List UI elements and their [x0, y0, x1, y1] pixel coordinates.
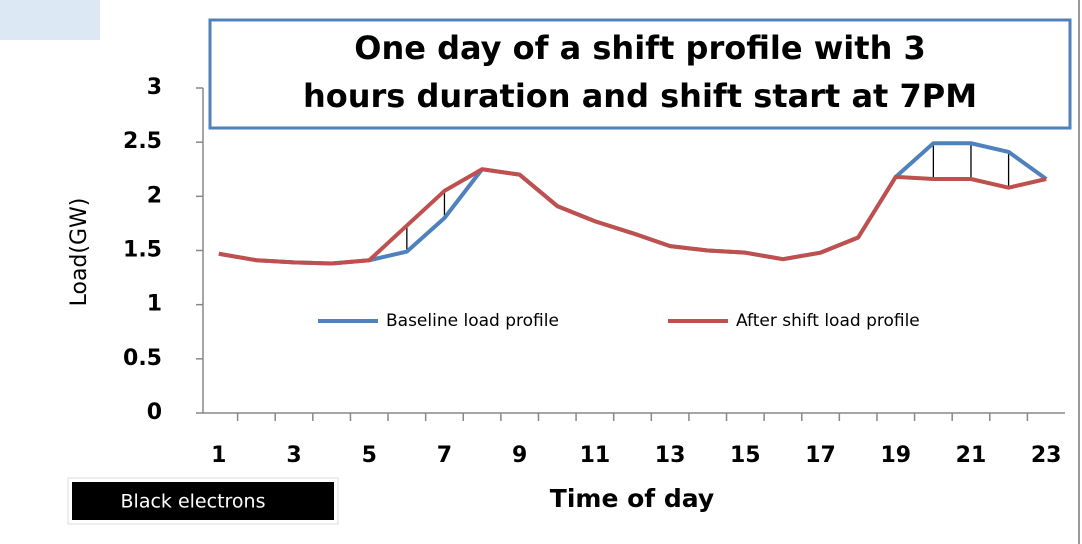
y-tick-label: 3	[147, 75, 162, 100]
x-axis-label: Time of day	[550, 484, 714, 513]
x-tick-label: 21	[956, 443, 987, 468]
watermark-box	[72, 482, 334, 520]
x-tick-label: 11	[580, 443, 611, 468]
y-axis-label: Load(GW)	[67, 198, 92, 307]
legend-label: After shift load profile	[736, 311, 920, 331]
x-tick-label: 7	[437, 443, 452, 468]
x-tick-label: 13	[655, 443, 686, 468]
series-line	[218, 141, 1048, 266]
title-box	[208, 18, 1072, 130]
chart-title: One day of a shift profile with 3	[354, 29, 926, 67]
y-tick-label: 1	[147, 292, 162, 317]
x-tick-label: 19	[880, 443, 911, 468]
y-tick-label: 0	[147, 400, 162, 425]
x-tick-label: 9	[512, 443, 527, 468]
x-tick-label: 5	[362, 443, 377, 468]
corner-shade	[0, 0, 100, 40]
watermark: Black electrons	[121, 491, 266, 513]
chart-title: hours duration and shift start at 7PM	[303, 77, 977, 115]
y-tick-label: 0.5	[123, 346, 162, 371]
x-tick-label: 3	[286, 443, 301, 468]
y-tick-label: 2.5	[123, 129, 162, 154]
series-line	[218, 167, 1047, 266]
x-tick-label: 23	[1031, 443, 1062, 468]
y-tick-label: 1.5	[123, 238, 162, 263]
x-tick-label: 15	[730, 443, 761, 468]
legend-label: Baseline load profile	[386, 311, 559, 331]
y-tick-label: 2	[147, 183, 162, 208]
x-tick-label: 17	[805, 443, 836, 468]
x-tick-label: 1	[211, 443, 226, 468]
